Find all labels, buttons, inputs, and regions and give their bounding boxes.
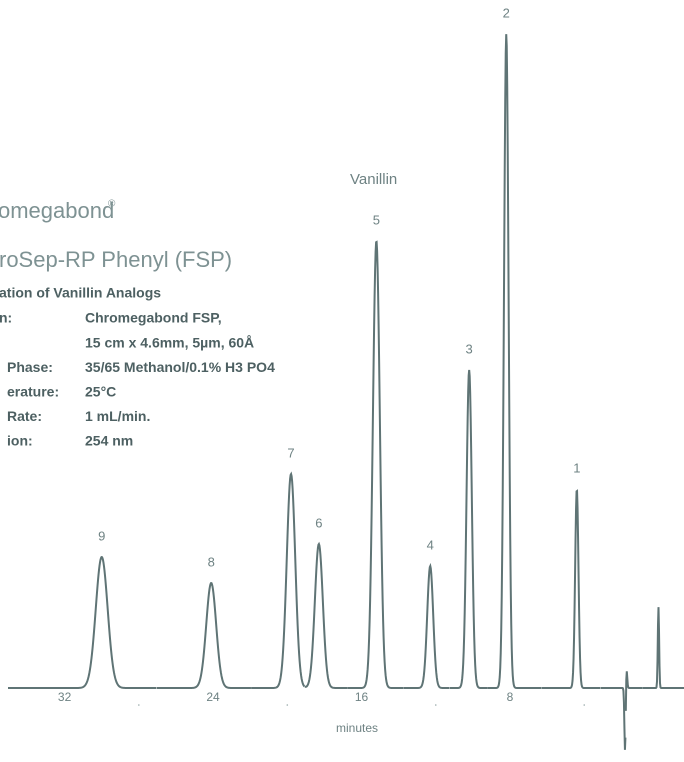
method-value: 1 mL/min. (85, 408, 150, 424)
minor-x-tick (583, 704, 586, 706)
method-label: n: (0, 310, 12, 326)
peak-trace (449, 369, 488, 689)
method-value: Chromegabond FSP, (85, 310, 222, 326)
annotation: Vanillin (350, 171, 397, 188)
peak-label: 3 (466, 341, 473, 356)
peak-trace (8, 556, 156, 689)
peak-trace (347, 240, 404, 689)
subtitle: roSep-RP Phenyl (FSP) (0, 247, 232, 272)
method-label: ion: (7, 433, 33, 449)
title: omegabond (0, 198, 114, 223)
method-value: 35/65 Methanol/0.1% H3 PO4 (85, 359, 275, 375)
method-label: Rate: (7, 408, 42, 424)
x-tick-label: 16 (355, 690, 369, 704)
peak-label: 6 (315, 515, 322, 530)
method-title: ation of Vanillin Analogs (0, 285, 161, 301)
method-value: 15 cm x 4.6mm, 5µm, 60Å (85, 334, 254, 350)
method-value: 25°C (85, 384, 116, 400)
peak-label: 5 (373, 212, 380, 227)
peak-label: 4 (427, 537, 434, 552)
peak-trace (403, 562, 450, 689)
x-axis-label: minutes (336, 721, 378, 735)
method-label: erature: (7, 384, 59, 400)
title-mark: ® (108, 199, 116, 210)
peak-label: 9 (98, 528, 105, 543)
peak-trace (642, 607, 684, 689)
peak-trace (251, 471, 306, 689)
minor-x-tick (286, 704, 289, 706)
method-label: Phase: (7, 359, 53, 375)
peak-trace (156, 582, 251, 689)
peak-trace (487, 34, 542, 689)
x-tick-label: 24 (206, 690, 220, 704)
method-value: 254 nm (85, 433, 133, 449)
peak-trace (541, 489, 601, 689)
x-tick-label: 8 (507, 690, 514, 704)
peak-trace (304, 541, 348, 689)
peak-label: 2 (503, 5, 510, 20)
peak-label: 7 (287, 445, 294, 460)
peak-trace (624, 671, 643, 711)
minor-x-tick (434, 704, 437, 706)
peak-label: 8 (208, 554, 215, 569)
x-tick-label: 32 (58, 690, 72, 704)
peak-label: 1 (573, 460, 580, 475)
peak-trace (600, 687, 627, 750)
minor-x-tick (138, 704, 140, 706)
